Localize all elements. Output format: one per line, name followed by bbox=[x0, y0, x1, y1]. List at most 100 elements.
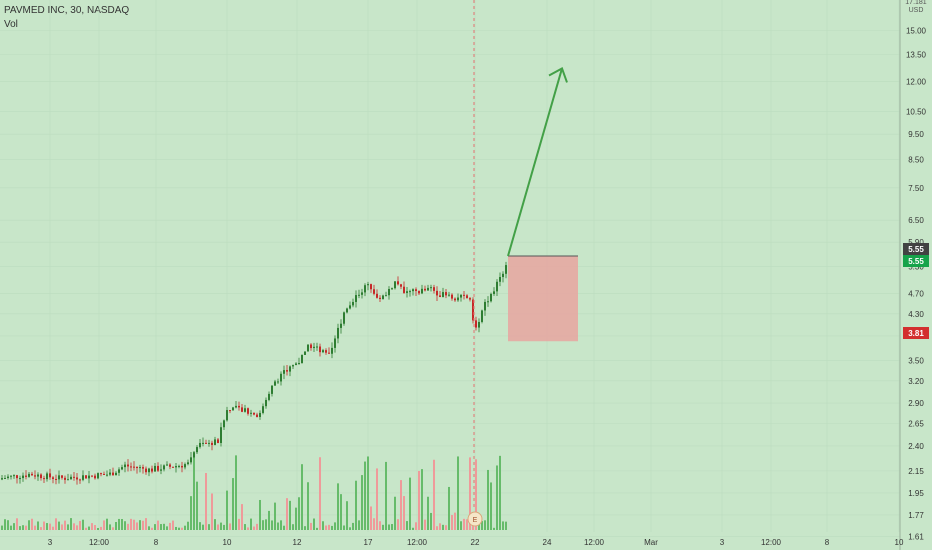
volume-bar bbox=[130, 518, 132, 530]
volume-bar bbox=[214, 519, 216, 530]
grid-lines bbox=[0, 0, 900, 537]
volume-bar bbox=[394, 496, 396, 530]
candle-body bbox=[64, 477, 66, 480]
volume-bar bbox=[145, 518, 147, 530]
candle-body bbox=[94, 475, 96, 479]
candle-body bbox=[385, 295, 387, 297]
volume-bar bbox=[85, 527, 87, 530]
volume-bar bbox=[202, 524, 204, 530]
volume-bar bbox=[157, 520, 159, 530]
candle-body bbox=[145, 468, 147, 473]
time-tick-label: 12:00 bbox=[761, 538, 782, 547]
candle-body bbox=[148, 468, 150, 473]
volume-bar bbox=[184, 525, 186, 530]
candle-body bbox=[391, 288, 393, 290]
candle-body bbox=[10, 475, 12, 477]
candle-body bbox=[313, 346, 315, 349]
candle-body bbox=[274, 381, 276, 386]
volume-bar bbox=[178, 527, 180, 530]
volume-bar bbox=[433, 459, 435, 530]
volume-bar bbox=[352, 522, 354, 530]
candle-body bbox=[214, 439, 216, 445]
volume-bar bbox=[82, 519, 84, 530]
candle-body bbox=[481, 310, 483, 322]
candle-body bbox=[496, 281, 498, 292]
volume-bar bbox=[298, 497, 300, 530]
price-tick-label: 1.95 bbox=[908, 489, 924, 498]
candle-body bbox=[160, 469, 162, 471]
price-badge-label: 5.55 bbox=[908, 257, 924, 266]
candle-body bbox=[193, 452, 195, 458]
candle-body bbox=[415, 289, 417, 292]
candle-body bbox=[463, 294, 465, 296]
candle-body bbox=[178, 465, 180, 467]
candle-body bbox=[289, 366, 291, 372]
candle-body bbox=[31, 473, 33, 476]
volume-bar bbox=[271, 520, 273, 530]
volume-bar bbox=[61, 524, 63, 530]
candle-body bbox=[154, 465, 156, 472]
volume-bar bbox=[76, 525, 78, 530]
candle-body bbox=[52, 477, 54, 479]
volume-bar bbox=[421, 469, 423, 530]
volume-bar bbox=[307, 482, 309, 530]
candle-body bbox=[361, 292, 363, 295]
volume-bar bbox=[238, 518, 240, 530]
volume-bar bbox=[379, 521, 381, 530]
volume-bar bbox=[400, 480, 402, 530]
candle-body bbox=[133, 466, 135, 468]
volume-bar bbox=[232, 478, 234, 530]
candle-body bbox=[97, 473, 99, 479]
volume-bar bbox=[40, 527, 42, 530]
volume-bar bbox=[427, 496, 429, 530]
volume-bar bbox=[361, 475, 363, 530]
time-axis: 3 12:00 8 10 12 17 12:00 22 24 12:00 Mar 3 12:00 8 10 bbox=[48, 538, 904, 547]
volume-bar bbox=[304, 526, 306, 530]
volume-bar bbox=[10, 525, 12, 530]
candle-body bbox=[487, 301, 489, 303]
volume-bar bbox=[346, 501, 348, 530]
candle-body bbox=[295, 363, 297, 366]
candle-body bbox=[85, 475, 87, 479]
candle-body bbox=[256, 414, 258, 417]
volume-bar bbox=[373, 518, 375, 530]
volume-bar bbox=[331, 525, 333, 530]
candle-body bbox=[184, 464, 186, 468]
currency-label: USD bbox=[909, 7, 924, 14]
volume-bar bbox=[49, 523, 51, 530]
candle-body bbox=[25, 475, 27, 477]
volume-bar bbox=[97, 527, 99, 530]
candle-body bbox=[241, 407, 243, 412]
volume-bar bbox=[112, 527, 114, 530]
candle-body bbox=[139, 467, 141, 469]
candle-body bbox=[181, 465, 183, 468]
volume-bar bbox=[457, 456, 459, 530]
volume-bar bbox=[256, 523, 258, 530]
volume-bar bbox=[496, 465, 498, 530]
candle-body bbox=[88, 475, 90, 479]
candle-body bbox=[448, 294, 450, 296]
candle-body bbox=[394, 281, 396, 289]
candle-body bbox=[310, 344, 312, 349]
price-badge bbox=[903, 327, 929, 339]
candle-body bbox=[505, 265, 507, 274]
volume-bar bbox=[169, 522, 171, 530]
volume-bar bbox=[58, 521, 60, 530]
candle-body bbox=[466, 295, 468, 299]
candle-body bbox=[253, 412, 255, 415]
stop-zone-box bbox=[508, 256, 578, 342]
candle-body bbox=[238, 405, 240, 408]
volume-bar bbox=[484, 520, 486, 530]
candle-body bbox=[67, 479, 69, 481]
volume-bar bbox=[88, 526, 90, 530]
volume-bar bbox=[322, 521, 324, 530]
candle-body bbox=[346, 308, 348, 313]
candle-body bbox=[190, 457, 192, 463]
candle-body bbox=[220, 427, 222, 443]
candle-body bbox=[304, 351, 306, 355]
candle-body bbox=[340, 323, 342, 328]
price-tick-label: 2.40 bbox=[908, 442, 924, 451]
volume-bar bbox=[208, 524, 210, 530]
